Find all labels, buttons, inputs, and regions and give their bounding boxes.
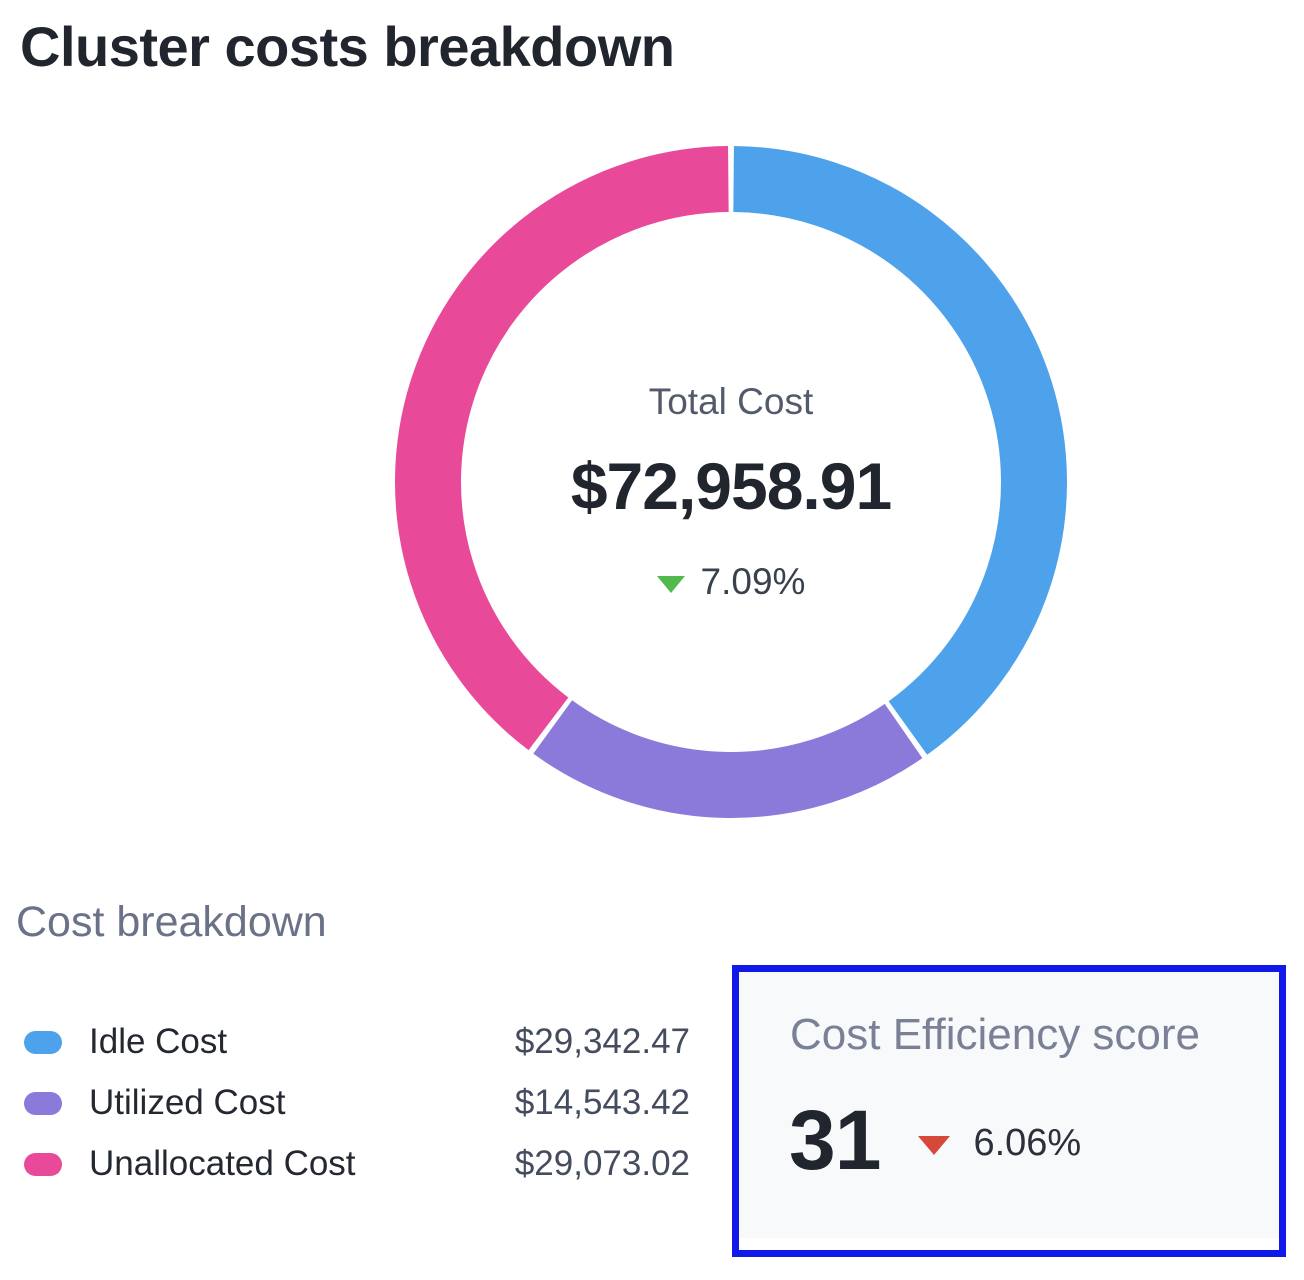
cost-breakdown-legend: Idle Cost $29,342.47 Utilized Cost $14,5… — [24, 1022, 690, 1205]
legend-value: $29,073.02 — [514, 1144, 690, 1183]
legend-marker-unallocated-cost — [24, 1152, 62, 1176]
legend-label: Idle Cost — [89, 1022, 228, 1061]
legend-item-utilized-cost: Utilized Cost $14,543.42 — [24, 1083, 690, 1123]
legend-value: $29,342.47 — [514, 1022, 690, 1061]
legend-marker-idle-cost — [24, 1030, 62, 1054]
highlight-annotation-box: Cost Efficiency score 31 6.06% — [732, 965, 1286, 1257]
cost-efficiency-title: Cost Efficiency score — [790, 1010, 1201, 1059]
cost-efficiency-score: 31 — [789, 1093, 881, 1187]
cost-efficiency-change: 6.06% — [973, 1121, 1082, 1164]
legend-label: Utilized Cost — [89, 1083, 286, 1122]
legend-label: Unallocated Cost — [89, 1144, 356, 1183]
legend-marker-utilized-cost — [24, 1091, 62, 1115]
cost-efficiency-score-row: 31 6.06% — [789, 1098, 1081, 1182]
trend-down-red-icon — [918, 1135, 951, 1155]
donut-segment-unallocated-cost[interactable] — [395, 146, 729, 751]
donut-segment-utilized-cost[interactable] — [533, 700, 923, 818]
legend-value: $14,543.42 — [514, 1083, 690, 1122]
donut-chart: Total Cost $72,958.91 7.09% — [391, 142, 1071, 822]
cost-efficiency-card: Cost Efficiency score 31 6.06% — [739, 972, 1279, 1238]
donut-chart-svg — [395, 146, 1067, 818]
cost-breakdown-heading: Cost breakdown — [16, 898, 327, 946]
legend-item-idle-cost: Idle Cost $29,342.47 — [24, 1022, 690, 1062]
page-title: Cluster costs breakdown — [20, 15, 675, 78]
legend-item-unallocated-cost: Unallocated Cost $29,073.02 — [24, 1144, 690, 1184]
donut-segment-idle-cost[interactable] — [733, 146, 1067, 755]
